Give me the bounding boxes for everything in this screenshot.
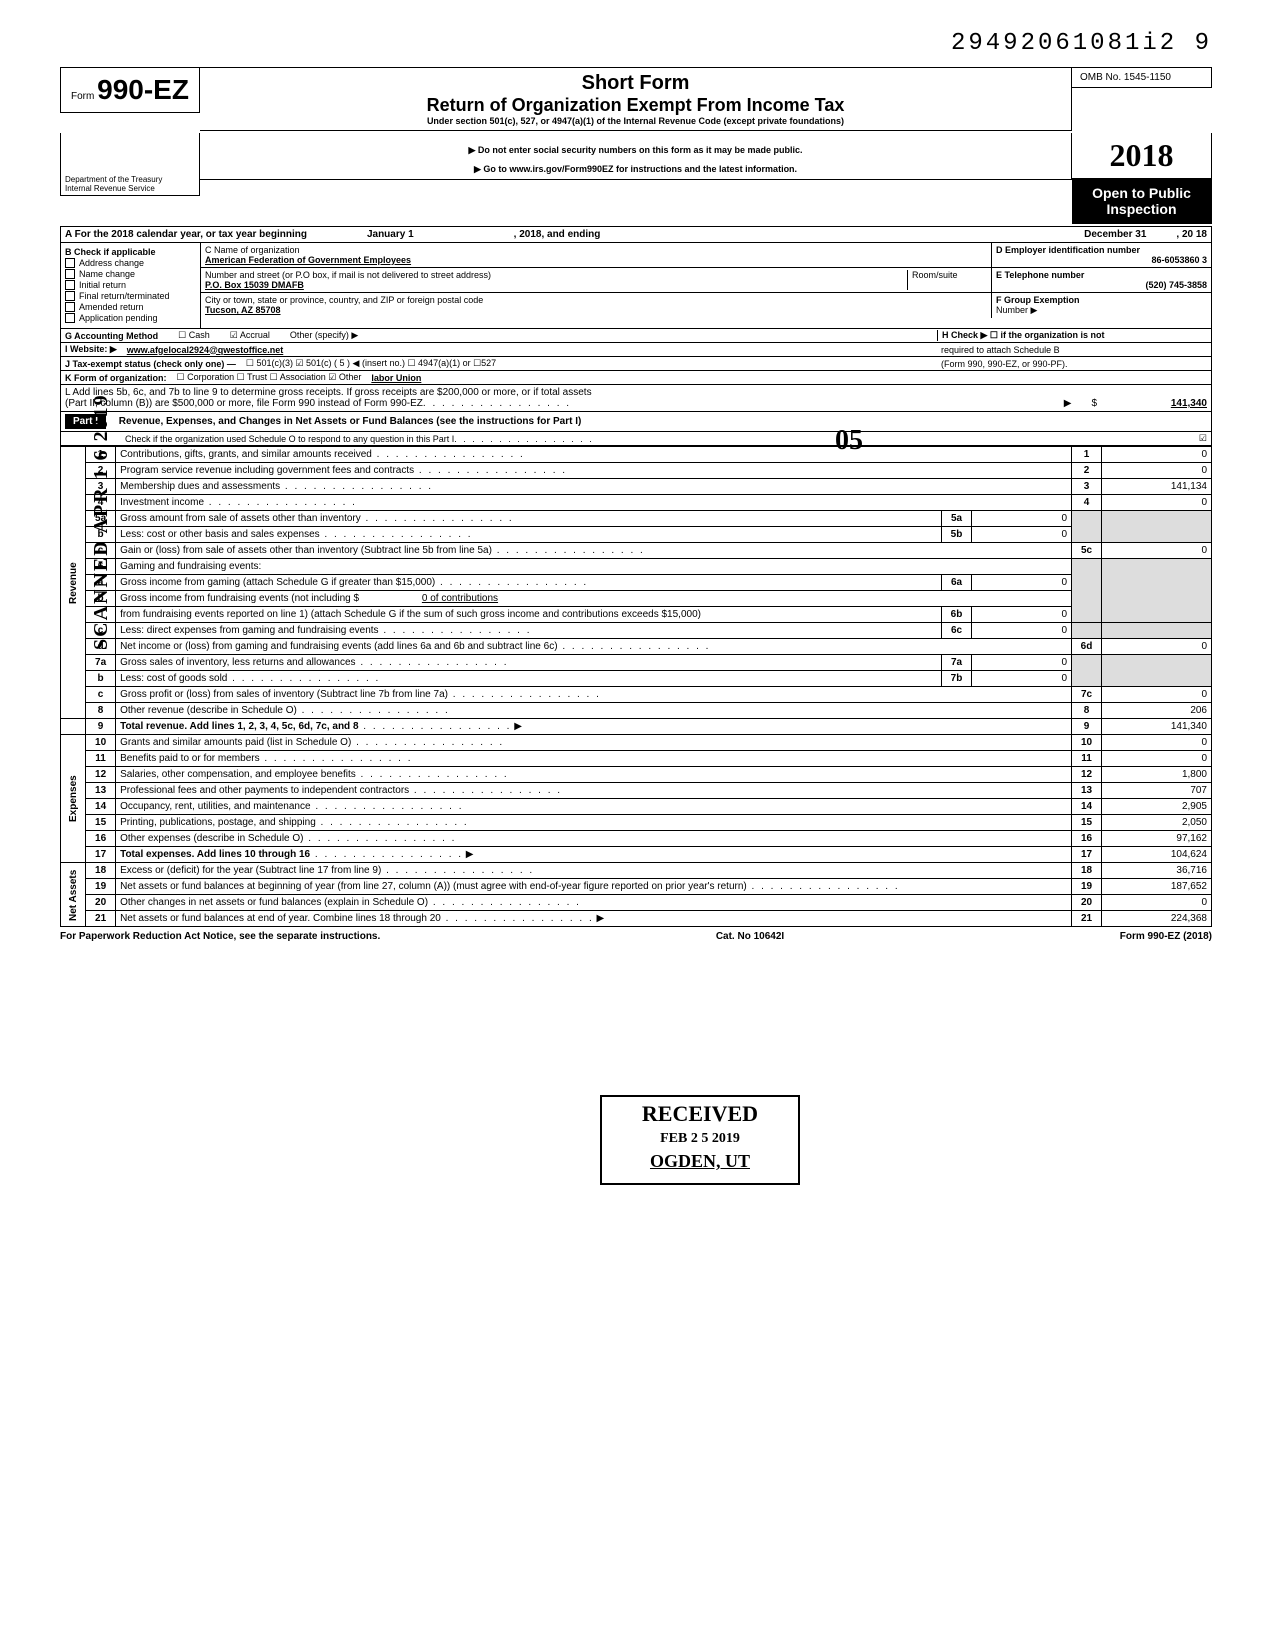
section-c-city: City or town, state or province, country… [201, 293, 991, 317]
row-l-gross-receipts: L Add lines 5b, 6c, and 7b to line 9 to … [60, 385, 1212, 412]
form-title: Short Form Return of Organization Exempt… [200, 67, 1072, 131]
omb-number: OMB No. 1545-1150 [1072, 67, 1212, 88]
row-a-tax-year: A For the 2018 calendar year, or tax yea… [60, 226, 1212, 243]
received-stamp: RECEIVED FEB 2 5 2019 OGDEN, UT [600, 1095, 800, 1185]
netassets-label: Net Assets [61, 863, 86, 927]
document-id: 29492061081i2 9 [60, 30, 1212, 57]
section-f-group: F Group Exemption Number ▶ [991, 293, 1211, 318]
revenue-label: Revenue [61, 447, 86, 719]
section-c-name: C Name of organization American Federati… [201, 243, 991, 268]
chk-amended[interactable] [65, 302, 75, 312]
instructions-box: ▶ Do not enter social security numbers o… [200, 133, 1072, 180]
chk-initial-return[interactable] [65, 280, 75, 290]
section-b-checkboxes: B Check if applicable Address change Nam… [61, 243, 201, 328]
chk-address-change[interactable] [65, 258, 75, 268]
dept-box: Department of the Treasury Internal Reve… [60, 133, 200, 196]
row-i-website: I Website: ▶ www.afgelocal2924@qwestoffi… [60, 343, 1212, 357]
chk-name-change[interactable] [65, 269, 75, 279]
expenses-label: Expenses [61, 735, 86, 863]
row-j-tax-status: J Tax-exempt status (check only one) — ☐… [60, 357, 1212, 371]
page-footer: For Paperwork Reduction Act Notice, see … [60, 931, 1212, 942]
part1-header: Part I Revenue, Expenses, and Changes in… [60, 412, 1212, 432]
chk-pending[interactable] [65, 313, 75, 323]
section-c-address: Number and street (or P.O box, if mail i… [201, 268, 991, 293]
section-d-ein: D Employer identification number 86-6053… [991, 243, 1211, 268]
part1-schedule-o-check: Check if the organization used Schedule … [60, 432, 1212, 446]
form-table: Revenue 1Contributions, gifts, grants, a… [60, 446, 1212, 927]
open-to-public: Open to Public Inspection [1072, 179, 1212, 224]
chk-final-return[interactable] [65, 291, 75, 301]
form-number-box: Form 990-EZ [60, 67, 200, 113]
row-g-accounting: G Accounting Method ☐ Cash ☑ Accrual Oth… [60, 329, 1212, 343]
section-e-phone: E Telephone number (520) 745-3858 [991, 268, 1211, 293]
row-k-org-form: K Form of organization: ☐ Corporation ☐ … [60, 371, 1212, 385]
handwritten-05: 05 [835, 425, 863, 457]
tax-year: 2018 [1072, 133, 1212, 179]
